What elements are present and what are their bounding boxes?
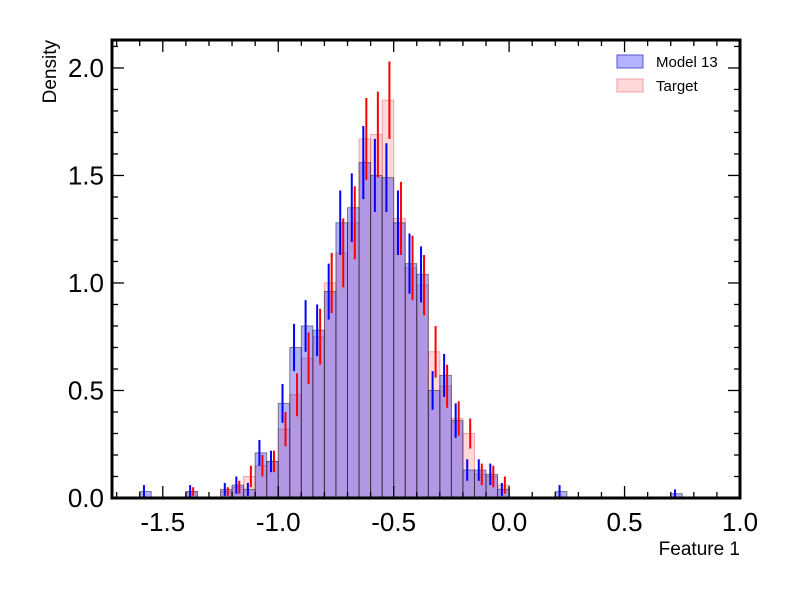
x-tick-label: -1.5 [140,507,185,537]
legend-label-model: Model 13 [656,54,718,71]
y-tick-label: 1.5 [68,160,104,190]
model-bar-17 [393,222,406,499]
model-bar-18 [404,263,418,499]
model-bar-11 [323,291,337,499]
x-tick-label: 0.5 [606,507,642,537]
x-axis-label: Feature 1 [659,539,740,560]
model-bar-15 [370,174,383,499]
legend: Model 13 Target [616,54,718,95]
model-bar-5 [254,452,268,499]
model-bar-21 [439,374,452,499]
error-bars [142,61,677,498]
axis-ticks: -1.5 -1.0 -0.5 0.0 0.5 1.0 0.0 0.5 1.0 1.5 2.0 [68,40,758,537]
model-bar-10 [312,329,325,499]
y-axis-label: Density [40,40,61,104]
model-bar-12 [335,222,348,499]
x-tick-label: 1.0 [722,507,758,537]
x-tick-label: -0.5 [371,507,416,537]
plot-frame [110,38,742,500]
model-bar-13 [347,207,360,499]
x-tick-label: -1.0 [256,507,301,537]
y-tick-label: 0.5 [68,375,104,405]
model-bar-20 [427,389,441,499]
model-bar-24 [473,469,487,499]
model-bar-6 [266,460,279,499]
y-tick-label: 0.0 [68,483,104,513]
model-bar-22 [450,420,464,499]
y-tick-label: 2.0 [68,53,104,83]
target-bars [185,99,510,499]
model-bar-3 [231,484,245,499]
model-bar-19 [416,273,429,499]
legend-swatch-model [616,54,644,69]
y-tick-label: 1.0 [68,268,104,298]
legend-label-target: Target [656,78,699,95]
x-tick-label: 0.0 [491,507,527,537]
model-bar-7 [277,402,291,499]
model-bar-9 [300,325,314,499]
model-bar-16 [381,177,395,499]
model-bar-14 [358,162,372,499]
model-bar-23 [462,469,475,499]
legend-swatch-target [616,78,644,93]
model-bar-25 [485,473,499,499]
model-bar-8 [289,346,302,499]
model-bars [139,162,683,499]
